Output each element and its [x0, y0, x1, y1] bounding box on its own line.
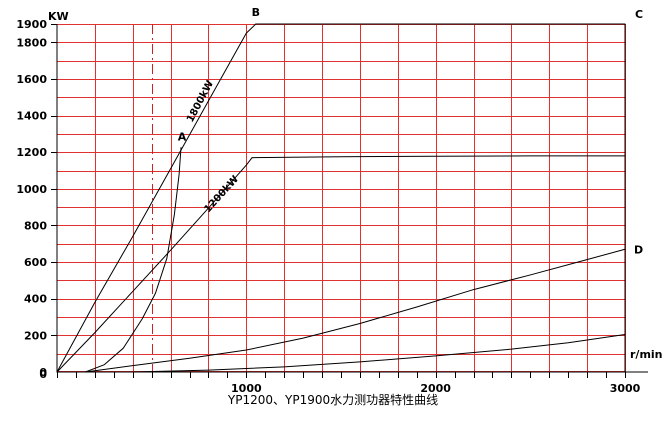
y-axis-tick-label: 800: [24, 219, 47, 232]
point-c: C: [635, 8, 643, 21]
point-a: A: [178, 131, 187, 144]
y-axis-tick-label: 1200: [16, 146, 47, 159]
plot-background: [57, 24, 625, 372]
x-axis-tick-label: 2000: [420, 382, 451, 395]
y-axis-ticks: [51, 24, 57, 336]
x-axis-tick-label: 0: [39, 368, 47, 381]
curve-upper-minimum-load-curve-(to-d): [84, 248, 626, 373]
point-b: B: [252, 6, 260, 19]
curve-maximum-absorption-curve-to-point-a: [84, 147, 182, 373]
y-axis-tick-label: 1600: [16, 73, 47, 86]
curve-1200kw-rated-power-line: [56, 157, 253, 373]
x-axis-tick-label: 1000: [231, 382, 262, 395]
x-axis-unit-label: r/min: [630, 348, 663, 361]
y-axis-tick-label: 200: [24, 329, 47, 342]
x-axis-minor-ticks: [57, 372, 626, 378]
x-axis-tick-labels: 0 1000 2000 3000: [39, 368, 640, 395]
y-axis-tick-label: 400: [24, 293, 47, 306]
y-axis-tick-label: 0: [39, 366, 47, 379]
curve-1200kw-constant-power-plateau: [251, 155, 626, 159]
y-axis-tick-label: 600: [24, 256, 47, 269]
x-axis-tick-label: 3000: [610, 382, 641, 395]
curve-series-group: [56, 23, 626, 373]
curve-lower-minimum-load-curve: [132, 333, 626, 373]
y-axis-tick-label: 1900: [16, 18, 47, 31]
y-axis-tick-label: 1400: [16, 110, 47, 123]
y-axis-unit-label: KW: [48, 10, 69, 23]
annotation-point-labels: A B C D: [178, 6, 643, 256]
curve-1800kw-rated-power-line: [56, 23, 257, 373]
y-axis-tick-labels: 0 200 400 600 800 1000 1200 1400 1600 1800 1900: [16, 18, 47, 379]
y-axis-tick-label: 1000: [16, 183, 47, 196]
point-d: D: [634, 243, 643, 256]
y-axis-tick-label: 1800: [16, 36, 47, 49]
chart-caption: YP1200、YP1900水力测功器特性曲线: [227, 392, 438, 407]
